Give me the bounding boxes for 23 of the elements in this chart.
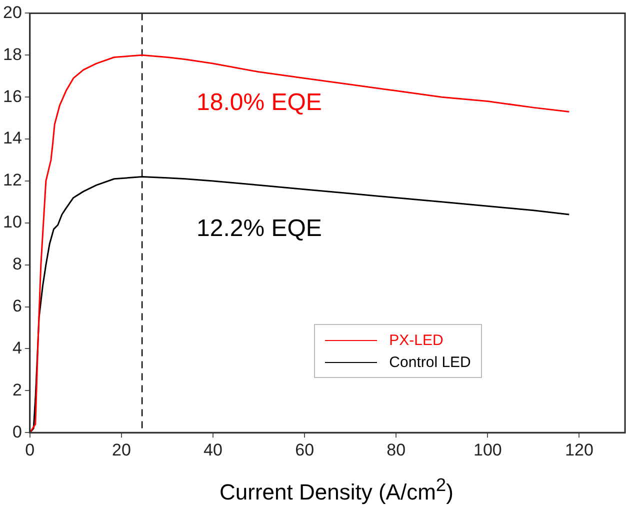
y-tick-label: 18: [2, 44, 22, 64]
y-tick-label: 8: [12, 254, 22, 274]
legend-label: Control LED: [389, 354, 471, 371]
x-tick-label: 100: [473, 440, 502, 460]
x-axis-title: Current Density (A/cm$^{2}$): [218, 474, 454, 506]
annotation: 12.2% EQE: [196, 214, 322, 242]
y-tick-label: 20: [2, 2, 22, 22]
y-tick-label: 6: [12, 296, 22, 316]
x-tick-label: 20: [112, 440, 131, 460]
y-tick-label: 4: [12, 338, 22, 358]
x-tick-label: 120: [565, 440, 594, 460]
x-tick-label: 80: [386, 440, 406, 460]
y-tick-label: 0: [12, 422, 22, 442]
legend-label: PX-LED: [389, 332, 444, 349]
y-tick-label: 16: [2, 86, 22, 106]
y-tick-label: 2: [12, 380, 22, 400]
y-tick-label: 10: [2, 212, 22, 232]
x-tick-label: 40: [204, 440, 222, 460]
x-tick-label: 0: [25, 440, 35, 460]
y-tick-label: 12: [2, 170, 22, 190]
x-tick-label: 60: [295, 440, 314, 460]
annotation: 18.0% EQE: [196, 88, 322, 117]
y-tick-label: 14: [2, 128, 22, 148]
